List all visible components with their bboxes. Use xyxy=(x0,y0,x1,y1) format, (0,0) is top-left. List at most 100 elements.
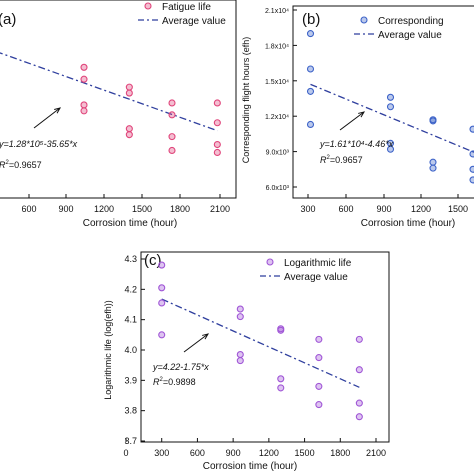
data-point xyxy=(236,305,244,313)
x-tick-label: 300 xyxy=(154,448,169,458)
fit-equation: y=4.22-1.75*x xyxy=(152,362,209,372)
y-tick-label: 1.2x10⁴ xyxy=(265,114,289,121)
data-point xyxy=(429,164,437,172)
average-value-line xyxy=(161,298,360,388)
legend: Fatigue life Average value xyxy=(138,2,226,27)
x-tick-label: 2100 xyxy=(366,448,386,458)
data-point xyxy=(469,165,474,173)
y-tick-label: 4.3 xyxy=(124,254,137,264)
data-point xyxy=(80,107,88,115)
x-tick-label: 900 xyxy=(226,448,241,458)
x-tick-label: 1500 xyxy=(295,448,315,458)
data-point xyxy=(315,401,323,409)
data-point xyxy=(386,93,395,101)
x-tick-label: 900 xyxy=(58,204,73,214)
panel-label: (c) xyxy=(144,252,162,269)
data-point xyxy=(213,119,221,127)
data-point xyxy=(469,150,474,158)
legend-line-label: Average value xyxy=(162,16,226,27)
data-point xyxy=(213,99,221,107)
data-point xyxy=(315,354,323,362)
y-tick-label: 3.7 xyxy=(124,436,137,446)
data-point xyxy=(355,335,363,343)
r-squared: R2=0.9898 xyxy=(153,377,196,387)
x-tick-label: 900 xyxy=(376,204,391,214)
data-point xyxy=(306,30,315,38)
data-point xyxy=(158,299,166,307)
x-axis-label: Corrosion time (hour) xyxy=(361,218,455,229)
data-point xyxy=(125,131,133,139)
y-axis-label: Logarithmic life (log(efh)) xyxy=(103,300,113,400)
legend-line-label: Average value xyxy=(284,272,348,283)
data-point xyxy=(386,145,395,153)
x-tick-label: 1200 xyxy=(94,204,114,214)
legend: Logarithmic life Average value xyxy=(260,258,352,283)
y-tick-label: 4.0 xyxy=(124,345,137,355)
data-point xyxy=(355,366,363,374)
data-point xyxy=(429,158,437,166)
legend-points-label: Logarithmic life xyxy=(284,258,352,269)
y-tick-label: 4.1 xyxy=(124,315,137,325)
panel-b: 300 600 900 1200 1500 6.0x10³ 9.0x10³ 1.2x10⁴ 1.… xyxy=(241,5,474,229)
x-axis-label: Corrosion time (hour) xyxy=(203,461,297,472)
data-point xyxy=(386,103,395,111)
x-tick-label: 2100 xyxy=(210,204,230,214)
y-tick-label: 9.0x10³ xyxy=(266,150,290,157)
legend: Corresponding Average value xyxy=(354,16,444,41)
data-point xyxy=(277,326,285,334)
data-point xyxy=(315,382,323,390)
x-tick-label: 0 xyxy=(123,448,128,458)
x-tick-label: 300 xyxy=(300,204,315,214)
x-axis-label: Corrosion time (hour) xyxy=(83,218,177,229)
data-point xyxy=(277,375,285,383)
annotation-arrowhead xyxy=(202,333,210,340)
x-tick-label: 1500 xyxy=(132,204,152,214)
data-point xyxy=(125,83,133,91)
data-point xyxy=(277,384,285,392)
panel-c: 0 300 600 900 1200 1500 1800 2100 3.7 3.8 3.9 4.0 4.… xyxy=(103,251,390,472)
data-point xyxy=(306,120,315,129)
data-point xyxy=(158,261,166,269)
annotation-arrow xyxy=(183,333,209,353)
data-point xyxy=(168,99,176,107)
r-squared: R2=0.9657 xyxy=(0,160,42,170)
data-point xyxy=(168,133,176,141)
data-point xyxy=(125,125,133,133)
data-point xyxy=(306,65,315,73)
data-point xyxy=(80,75,88,83)
plot-frame xyxy=(0,0,237,199)
x-tick-label: 1800 xyxy=(330,448,350,458)
x-tick-label: 1800 xyxy=(170,204,190,214)
data-point xyxy=(236,313,244,321)
annotation-arrow xyxy=(339,111,365,131)
data-point xyxy=(213,148,221,157)
legend-points-label: Fatigue life xyxy=(162,2,211,13)
y-tick-label: 1.5x10⁴ xyxy=(265,79,289,86)
x-tick-label: 1200 xyxy=(411,204,431,214)
average-value-line xyxy=(310,83,474,153)
r-squared: R2=0.9657 xyxy=(320,155,363,165)
x-tick-label: 1500 xyxy=(448,204,468,214)
y-tick-label: 3.8 xyxy=(124,406,137,416)
data-point xyxy=(158,284,166,292)
y-axis-label: Corresponding flight hours (efh) xyxy=(241,37,251,164)
y-tick-label: 6.0x10³ xyxy=(266,185,290,192)
fit-equation: y=1.61*10⁴-4.46*x xyxy=(319,139,394,149)
legend-points-label: Corresponding xyxy=(378,16,444,27)
data-point xyxy=(80,101,88,109)
panel-a: 600 900 1200 1500 1800 2100 Corrosion time (ho… xyxy=(0,0,237,229)
data-point xyxy=(355,413,363,421)
annotation-arrow xyxy=(33,107,61,129)
data-point xyxy=(469,176,474,184)
data-point xyxy=(429,117,437,125)
data-point xyxy=(236,357,244,365)
panel-label: (a) xyxy=(0,11,16,28)
panel-label: (b) xyxy=(302,11,320,28)
y-tick-label: 2.1x10⁴ xyxy=(265,8,289,15)
average-value-line xyxy=(0,52,218,132)
data-point xyxy=(158,331,166,339)
data-point xyxy=(236,350,244,359)
legend-marker xyxy=(266,258,274,266)
legend-marker xyxy=(144,2,152,10)
